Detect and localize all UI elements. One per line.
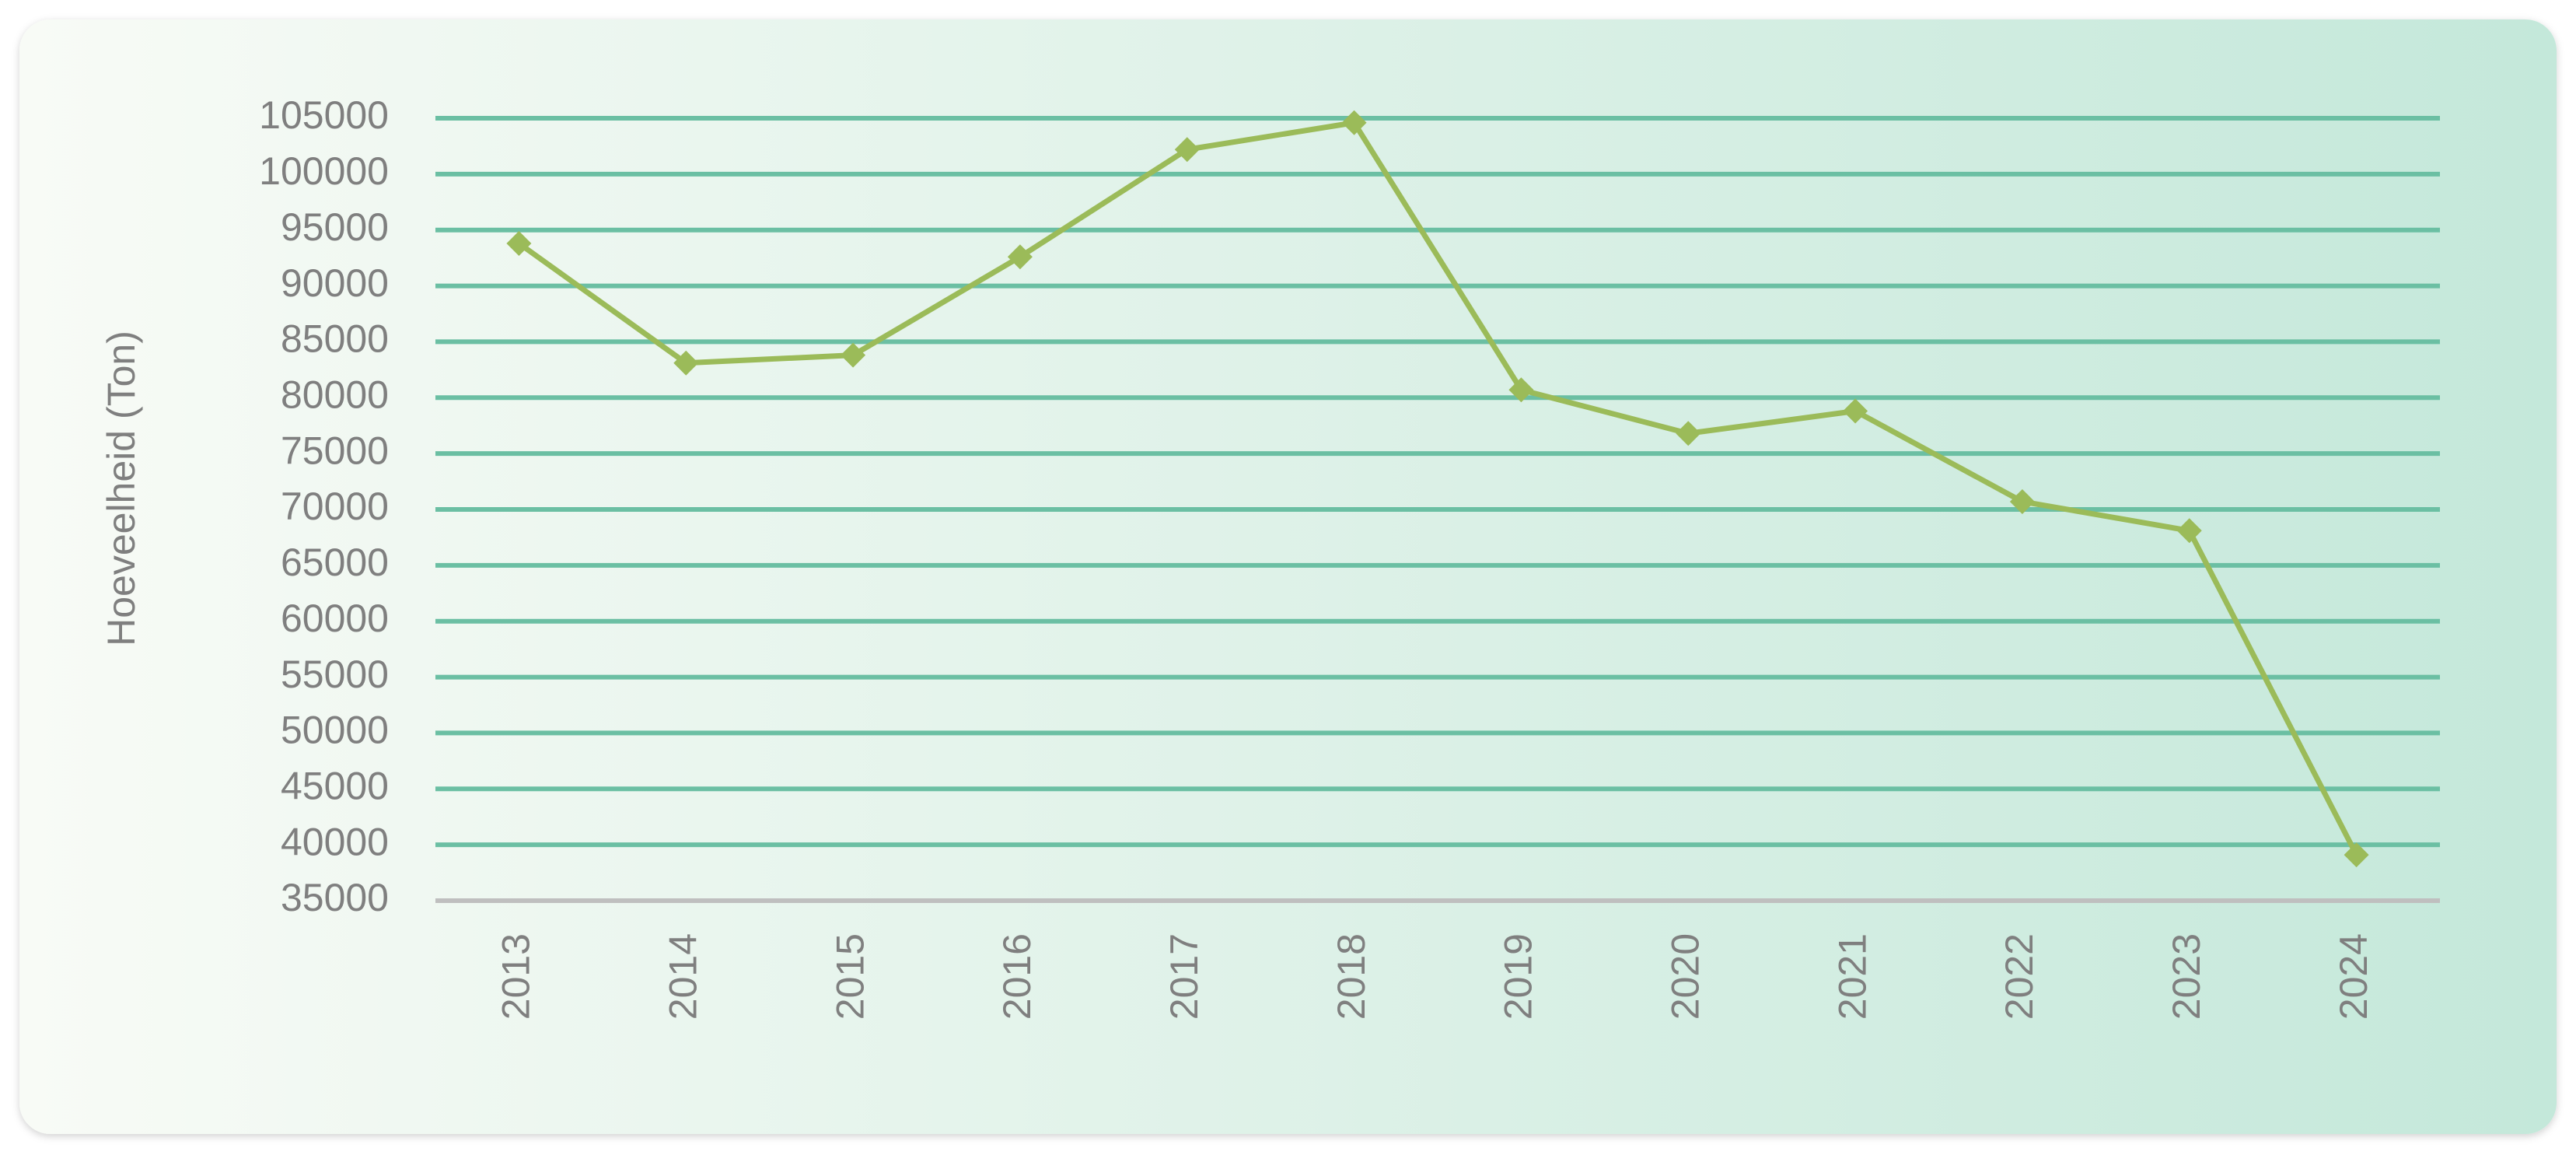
data-point bbox=[1676, 421, 1701, 446]
data-point bbox=[1174, 137, 1200, 163]
y-tick-label: 75000 bbox=[281, 429, 389, 472]
data-point bbox=[506, 230, 532, 256]
y-tick-label: 35000 bbox=[281, 876, 389, 919]
y-tick-label: 95000 bbox=[281, 205, 389, 249]
data-line bbox=[517, 120, 2359, 856]
y-tick-label: 105000 bbox=[259, 93, 389, 137]
x-tick-label: 2013 bbox=[495, 933, 538, 1020]
card bbox=[19, 19, 2557, 1134]
x-tick-label: 2022 bbox=[1998, 933, 2041, 1020]
x-tick-label: 2019 bbox=[1497, 933, 1540, 1020]
data-point bbox=[841, 342, 866, 368]
y-tick-label: 100000 bbox=[259, 149, 389, 193]
data-point bbox=[2176, 518, 2202, 544]
y-tick-label: 80000 bbox=[281, 373, 389, 416]
y-tick-label: 45000 bbox=[281, 764, 389, 807]
x-tick-label: 2020 bbox=[1663, 933, 1707, 1020]
x-tick-label: 2015 bbox=[828, 933, 872, 1020]
data-point bbox=[2344, 842, 2369, 868]
y-tick-label: 65000 bbox=[281, 541, 389, 584]
data-point bbox=[1843, 398, 1868, 424]
y-tick-label: 70000 bbox=[281, 485, 389, 528]
data-point bbox=[1508, 377, 1534, 403]
y-tick-label: 50000 bbox=[281, 709, 389, 752]
data-point bbox=[1007, 244, 1033, 270]
data-point bbox=[2009, 488, 2035, 514]
x-tick-label: 2021 bbox=[1830, 933, 1874, 1020]
x-tick-label: 2017 bbox=[1162, 933, 1206, 1020]
x-tick-label: 2023 bbox=[2165, 933, 2208, 1020]
y-tick-label: 55000 bbox=[281, 653, 389, 696]
y-tick-label: 60000 bbox=[281, 597, 389, 640]
y-axis-label: Hoeveelheid (Ton) bbox=[100, 331, 143, 646]
x-tick-label: 2014 bbox=[661, 933, 704, 1020]
y-tick-label: 40000 bbox=[281, 820, 389, 863]
x-tick-label: 2024 bbox=[2332, 933, 2375, 1020]
y-tick-label: 85000 bbox=[281, 317, 389, 361]
y-tick-label: 90000 bbox=[281, 261, 389, 305]
data-point bbox=[673, 350, 699, 376]
data-point bbox=[1341, 110, 1367, 135]
x-tick-label: 2018 bbox=[1330, 933, 1373, 1020]
x-tick-label: 2016 bbox=[995, 933, 1039, 1020]
